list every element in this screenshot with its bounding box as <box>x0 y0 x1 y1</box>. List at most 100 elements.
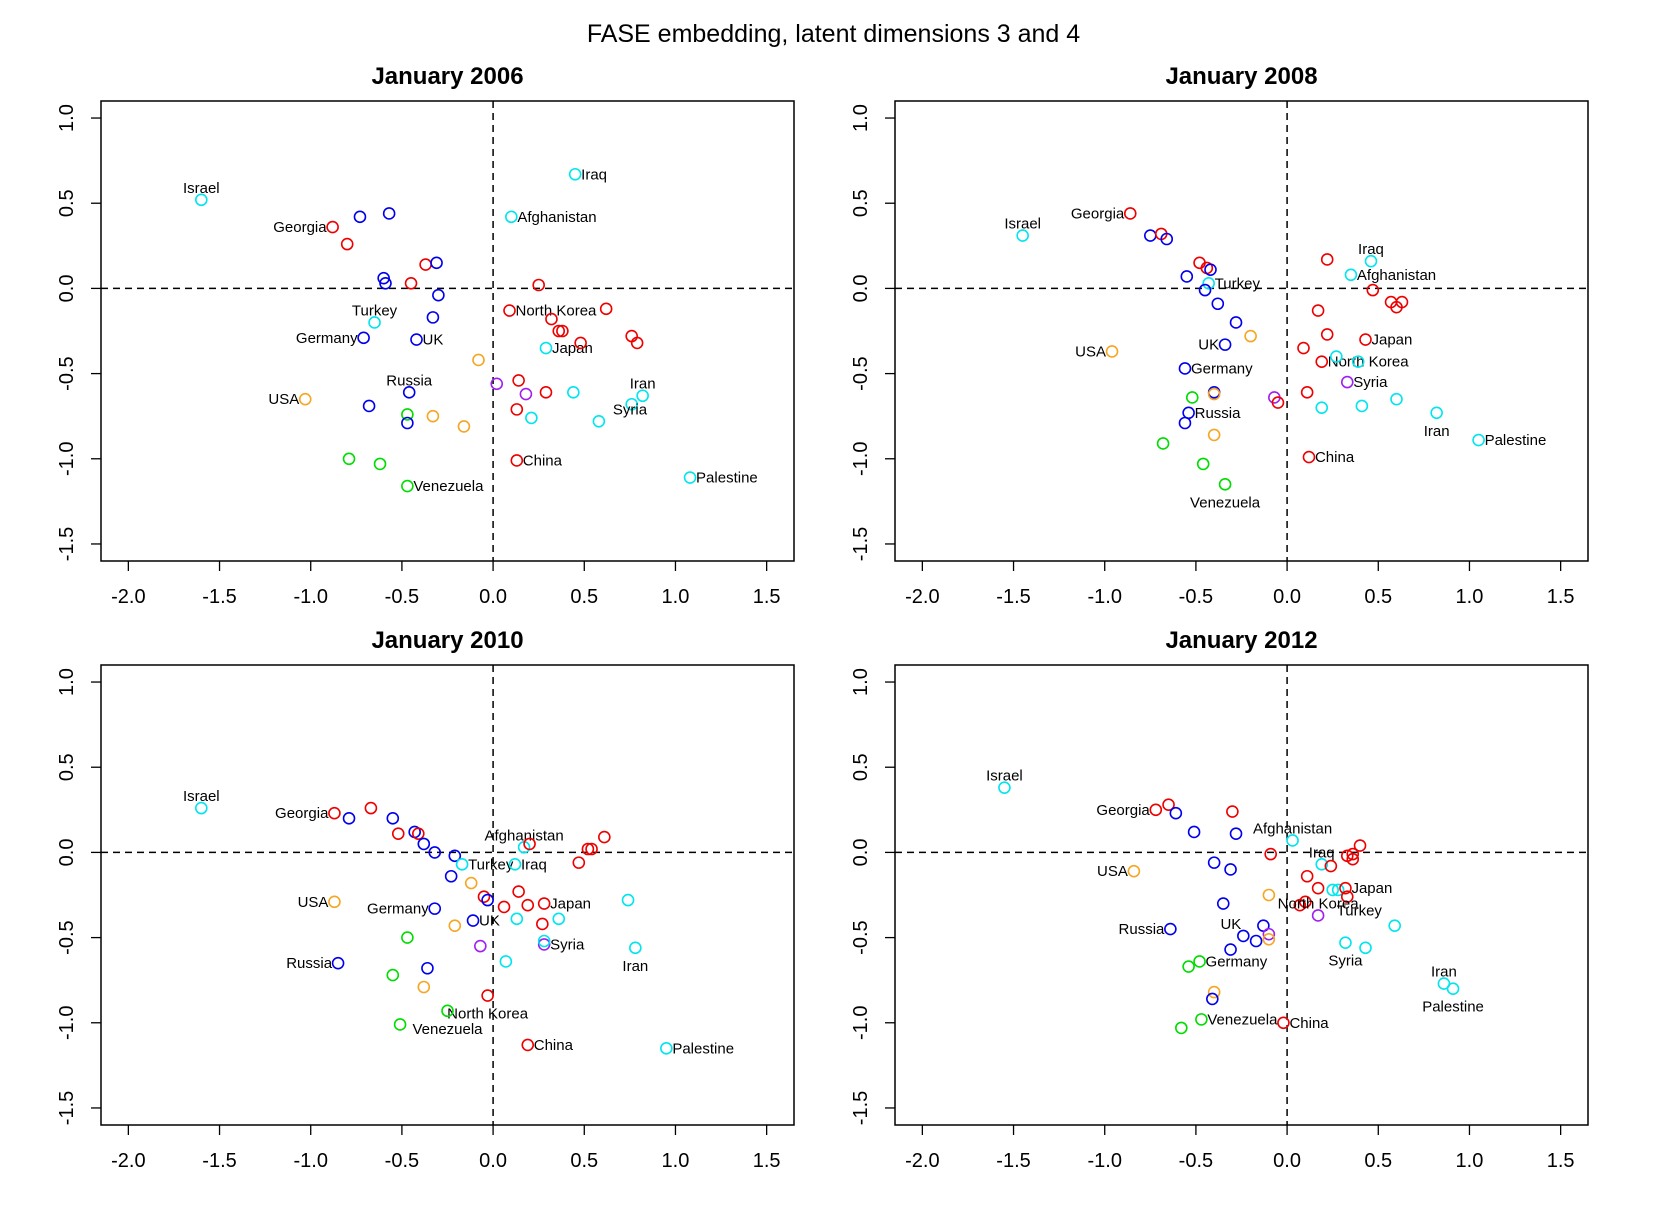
data-point <box>1473 435 1484 446</box>
y-tick-label: -0.5 <box>56 920 78 954</box>
point-label: Syria <box>1328 953 1363 970</box>
data-point <box>506 211 517 222</box>
data-point <box>553 913 564 924</box>
y-tick-label: 0.5 <box>850 753 872 781</box>
x-tick-label: -1.5 <box>996 586 1030 608</box>
data-point <box>1360 334 1371 345</box>
point-label: Russia <box>1119 921 1166 938</box>
data-point <box>1356 400 1367 411</box>
point-label: Georgia <box>1096 802 1150 819</box>
data-point <box>375 458 386 469</box>
x-tick-label: -1.0 <box>1087 586 1121 608</box>
point-label: Iraq <box>581 166 607 183</box>
data-point <box>573 857 584 868</box>
data-point <box>1313 883 1324 894</box>
data-point <box>1448 983 1459 994</box>
data-point <box>1263 890 1274 901</box>
data-point <box>1194 956 1205 967</box>
data-point <box>411 334 422 345</box>
data-point <box>1316 402 1327 413</box>
data-point <box>630 942 641 953</box>
data-point <box>661 1043 672 1054</box>
data-point <box>1245 331 1256 342</box>
point-label: Syria <box>613 401 648 418</box>
y-tick-label: 0.5 <box>56 753 78 781</box>
data-point <box>1207 993 1218 1004</box>
data-point <box>402 932 413 943</box>
data-point <box>1212 298 1223 309</box>
data-point <box>1158 438 1169 449</box>
data-point <box>1360 942 1371 953</box>
data-point <box>420 259 431 270</box>
data-point <box>1367 285 1378 296</box>
data-point <box>354 211 365 222</box>
y-tick-label: 1.0 <box>850 668 872 696</box>
point-label: Syria <box>1353 374 1388 391</box>
data-point <box>413 828 424 839</box>
data-point <box>429 903 440 914</box>
data-point <box>1389 920 1400 931</box>
x-tick-label: -0.5 <box>1179 586 1213 608</box>
data-point <box>482 990 493 1001</box>
y-tick-label: -1.0 <box>56 442 78 476</box>
x-tick-label: 0.5 <box>570 1150 598 1172</box>
data-point <box>1179 363 1190 374</box>
x-tick-label: -1.0 <box>1087 1150 1121 1172</box>
data-point <box>300 394 311 405</box>
point-label: Afghanistan <box>1253 820 1332 837</box>
y-tick-label: 0.0 <box>850 275 872 303</box>
data-point <box>537 918 548 929</box>
point-label: China <box>534 1037 574 1054</box>
point-label: UK <box>422 332 443 349</box>
panel-title: January 2012 <box>1165 627 1317 654</box>
point-label: Palestine <box>1485 432 1547 449</box>
point-label: Germany <box>1191 360 1253 377</box>
data-point <box>601 303 612 314</box>
data-point <box>1231 828 1242 839</box>
data-point <box>1431 407 1442 418</box>
data-point <box>593 416 604 427</box>
point-label: Russia <box>1195 405 1242 422</box>
y-tick-label: -1.5 <box>850 527 872 561</box>
x-tick-label: -2.0 <box>905 586 939 608</box>
data-point <box>344 453 355 464</box>
data-point <box>1220 479 1231 490</box>
point-label: North Korea <box>1278 895 1360 912</box>
data-point <box>1150 804 1161 815</box>
y-tick-label: -1.0 <box>850 1006 872 1040</box>
data-point <box>473 354 484 365</box>
point-label: Iran <box>1424 423 1450 440</box>
data-point <box>1165 924 1176 935</box>
data-point <box>402 418 413 429</box>
point-label: Turkey <box>468 856 514 873</box>
x-tick-label: 1.0 <box>662 586 690 608</box>
data-point <box>526 412 537 423</box>
data-point <box>1313 305 1324 316</box>
data-point <box>1205 264 1216 275</box>
point-label: Palestine <box>696 470 758 487</box>
data-point <box>1209 857 1220 868</box>
data-point <box>511 913 522 924</box>
data-point <box>1125 208 1136 219</box>
point-label: USA <box>298 894 329 911</box>
point-label: Iraq <box>521 856 547 873</box>
data-point <box>466 878 477 889</box>
data-point <box>358 332 369 343</box>
data-point <box>1176 1022 1187 1033</box>
point-label: Germany <box>367 901 429 918</box>
x-tick-label: 0.0 <box>479 586 507 608</box>
y-tick-label: 0.5 <box>56 189 78 217</box>
point-label: USA <box>1097 863 1128 880</box>
point-label: Georgia <box>1071 205 1125 222</box>
x-tick-label: 0.0 <box>1273 1150 1301 1172</box>
data-point <box>418 982 429 993</box>
point-label: Israel <box>183 788 220 805</box>
x-tick-label: 1.0 <box>1456 1150 1484 1172</box>
data-point <box>1322 254 1333 265</box>
x-tick-label: 1.0 <box>1456 586 1484 608</box>
data-point <box>1225 864 1236 875</box>
point-label: Venezuela <box>412 1021 483 1038</box>
point-label: Syria <box>550 936 585 953</box>
panel-title: January 2010 <box>371 627 523 654</box>
data-point <box>511 404 522 415</box>
